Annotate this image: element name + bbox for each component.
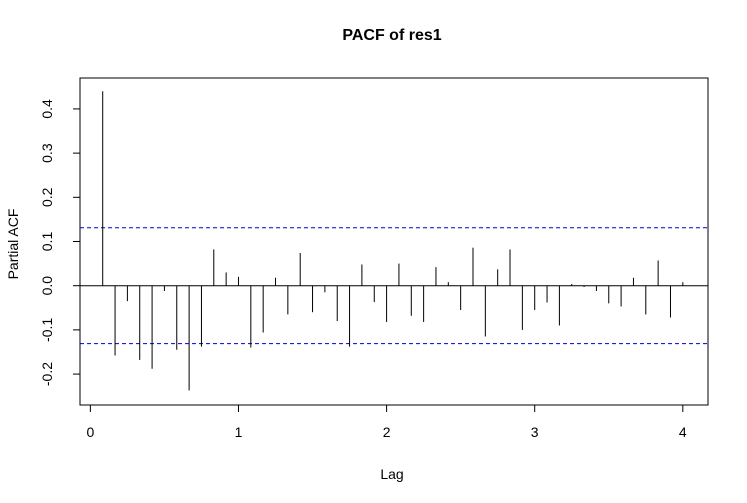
- x-tick-label-2: 2: [383, 424, 391, 440]
- x-tick-label-0: 0: [86, 424, 94, 440]
- y-tick-label--0.1: -0.1: [39, 318, 55, 342]
- y-tick-label-0.2: 0.2: [39, 187, 55, 207]
- plot-area: 0 1 2 3 4 -0.2 -0.1 0.0 0.1 0.2 0.3 0.4: [39, 77, 709, 440]
- y-tick-label--0.2: -0.2: [39, 362, 55, 386]
- x-tick-label-1: 1: [235, 424, 243, 440]
- chart-title: PACF of res1: [342, 27, 441, 44]
- x-tick-label-3: 3: [531, 424, 539, 440]
- y-tick-label-0.1: 0.1: [39, 232, 55, 252]
- y-tick-label-0.4: 0.4: [39, 99, 55, 119]
- x-tick-label-4: 4: [679, 424, 687, 440]
- y-tick-label-0.3: 0.3: [39, 143, 55, 163]
- x-axis-label: Lag: [380, 466, 403, 482]
- plot-frame: [79, 77, 709, 406]
- y-axis-label: Partial ACF: [5, 209, 21, 280]
- y-tick-label-0: 0.0: [39, 276, 55, 296]
